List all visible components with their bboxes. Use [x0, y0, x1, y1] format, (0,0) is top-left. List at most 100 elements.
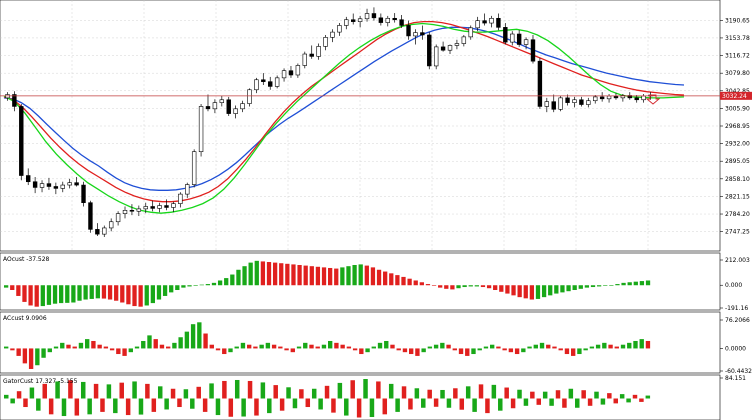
histogram-bar	[28, 285, 33, 306]
histogram-bar	[52, 285, 58, 304]
histogram-bar	[620, 344, 626, 349]
histogram-bar	[577, 348, 582, 355]
candle-bear	[205, 106, 211, 110]
candle-bull	[461, 36, 467, 44]
histogram-bar	[536, 398, 542, 405]
histogram-bar	[508, 348, 514, 353]
histogram-bar	[234, 346, 239, 349]
price-tick-label: 2858.10	[725, 176, 750, 183]
histogram-bar	[581, 390, 586, 399]
histogram-bar	[480, 285, 486, 288]
candle-bull	[558, 97, 563, 110]
histogram-bar	[106, 384, 112, 399]
histogram-bar	[4, 394, 9, 399]
histogram-bar	[321, 344, 327, 349]
histogram-bar	[222, 380, 227, 399]
histogram-bar	[284, 348, 289, 351]
histogram-bar	[183, 389, 189, 399]
histogram-bar	[427, 389, 432, 399]
candle-bear	[420, 32, 425, 36]
histogram-bar	[331, 398, 336, 413]
histogram-bar	[450, 285, 455, 290]
histogram-bar	[465, 348, 470, 356]
histogram-bar	[483, 346, 489, 349]
histogram-bar	[95, 285, 100, 299]
histogram-bar	[363, 379, 368, 399]
histogram-bar	[517, 285, 522, 298]
histogram-bar	[202, 398, 208, 412]
candle-bull	[191, 151, 197, 185]
last-price-badge: 3032.24	[720, 91, 752, 100]
price-tick-label: 2747.25	[725, 229, 750, 236]
histogram-bar	[292, 398, 298, 409]
histogram-bar	[156, 285, 162, 300]
histogram-bar	[247, 344, 252, 349]
histogram-bar	[175, 285, 180, 291]
histogram-bar	[47, 348, 52, 353]
price-tick-label: 3116.72	[725, 53, 750, 60]
histogram-bar	[639, 281, 645, 286]
histogram-bar	[169, 285, 174, 293]
histogram-bar	[217, 280, 223, 286]
histogram-bar	[346, 266, 351, 286]
histogram-bar	[279, 263, 284, 286]
histogram-bar	[272, 262, 278, 286]
histogram-bar	[116, 348, 121, 355]
price-tick-label: 2968.95	[725, 123, 750, 130]
histogram-bar	[614, 346, 619, 349]
gator-title: GatorCust 17.327 -5.155	[3, 378, 78, 385]
histogram-bar	[286, 387, 291, 399]
candle-bull	[185, 184, 190, 195]
candle-bear	[613, 95, 619, 99]
histogram-bar	[371, 346, 376, 349]
histogram-bar	[608, 344, 613, 349]
last-price-badge-bg	[720, 91, 752, 100]
histogram-bar	[303, 265, 308, 286]
histogram-bar	[77, 285, 82, 301]
candle-bull	[344, 19, 349, 26]
histogram-bar	[419, 282, 424, 286]
indicator-tick-label: 0.0000	[725, 345, 746, 352]
histogram-bar	[170, 388, 176, 399]
histogram-bar	[607, 393, 612, 399]
histogram-bar	[440, 342, 445, 349]
price-axis: 3190.65 3153.78 3116.72 3079.80 3042.85 3005.…	[720, 17, 750, 236]
histogram-bar	[485, 398, 490, 414]
histogram-bar	[402, 348, 408, 353]
histogram-bar	[309, 266, 314, 286]
candle-bull	[198, 106, 204, 153]
histogram-bar	[16, 348, 21, 356]
candle-bear	[74, 182, 79, 186]
histogram-bar	[141, 340, 146, 349]
candle-bull	[247, 89, 252, 104]
candle-bear	[288, 70, 294, 76]
histogram-bar	[358, 264, 363, 286]
candle-bull	[178, 193, 183, 204]
histogram-bar	[119, 382, 124, 399]
histogram-bar	[396, 348, 401, 351]
histogram-bar	[290, 348, 295, 353]
histogram-bar	[504, 387, 509, 399]
histogram-bar	[35, 348, 40, 366]
histogram-bar	[97, 344, 102, 349]
histogram-bar	[444, 285, 449, 289]
histogram-bar	[562, 398, 567, 408]
histogram-bar	[615, 284, 620, 286]
histogram-bar	[65, 285, 70, 303]
candle-bull	[447, 45, 453, 51]
candle-bear	[537, 60, 543, 107]
candle-bear	[634, 97, 639, 101]
histogram-bar	[594, 391, 599, 399]
histogram-bar	[260, 261, 266, 286]
histogram-bar	[523, 285, 528, 299]
histogram-bar	[521, 348, 526, 353]
candle-bear	[516, 33, 522, 45]
histogram-bar	[259, 344, 264, 349]
histogram-bar	[305, 398, 311, 408]
histogram-bar	[10, 348, 15, 351]
histogram-bar	[575, 398, 580, 408]
histogram-bar	[215, 348, 221, 351]
candle-bear	[53, 186, 59, 189]
price-panel: 3190.65 3153.78 3116.72 3079.80 3042.85 3005.…	[0, 0, 752, 252]
